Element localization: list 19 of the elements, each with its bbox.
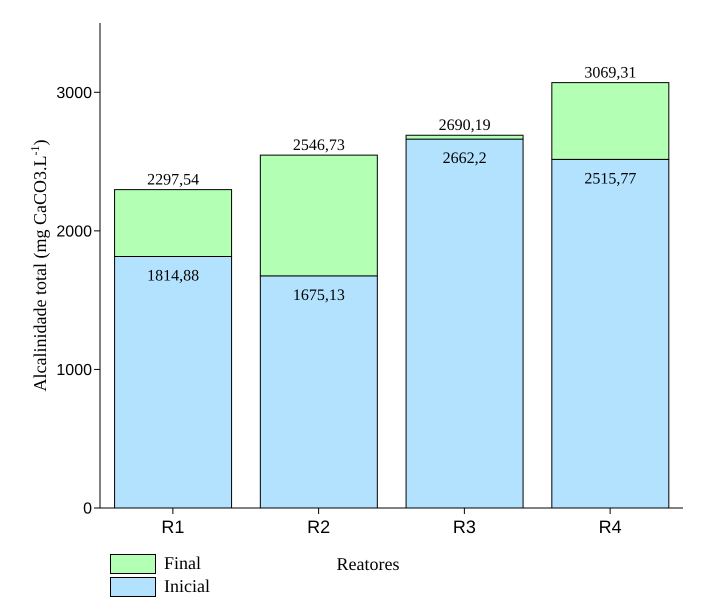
data-label: 2662,2	[442, 150, 487, 168]
data-label: 1814,88	[147, 268, 200, 285]
total-label: 2297,54	[147, 172, 200, 189]
total-label: 3069,31	[584, 64, 636, 82]
data-label: 1675,13	[292, 286, 345, 304]
y-tick-label: 0	[83, 500, 92, 518]
x-axis-title: Reatores	[336, 554, 400, 574]
data-label: 2515,77	[584, 170, 636, 188]
y-tick-label: 3000	[56, 84, 92, 102]
x-tick-label: R1	[161, 516, 184, 537]
x-tick-label: R2	[307, 516, 330, 537]
total-label: 2690,19	[438, 117, 491, 134]
y-tick-label: 1000	[56, 362, 92, 380]
total-label: 2546,73	[292, 137, 345, 154]
legend-label: Inicial	[164, 576, 210, 597]
y-tick-label: 2000	[56, 224, 92, 241]
legend-label: Final	[164, 553, 202, 574]
x-tick-label: R3	[452, 516, 476, 537]
x-tick-label: R4	[598, 516, 622, 537]
